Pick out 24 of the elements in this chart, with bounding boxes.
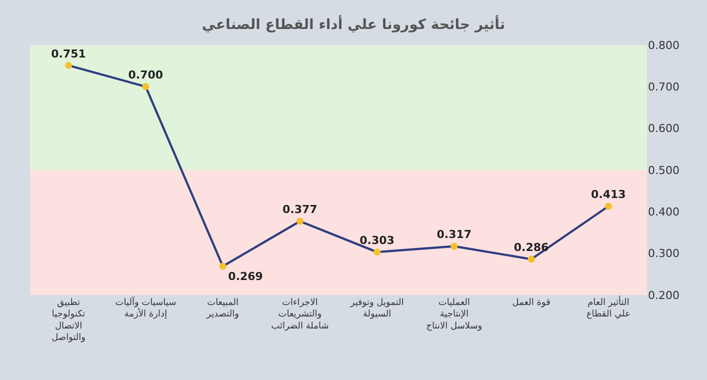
data-label: 0.377 xyxy=(282,203,318,216)
data-label: 0.303 xyxy=(360,234,394,247)
data-label: 0.751 xyxy=(51,47,86,60)
data-label: 0.317 xyxy=(436,228,472,242)
x-tick-label: العمليات الإنتاجية وسلاسل الانتاج xyxy=(426,298,482,332)
x-tick-label: تطبيق تكنولوجيا الاتصال والتواصل xyxy=(52,298,86,344)
x-tick-label: سياسيات وآليات إدارة الأزمة xyxy=(115,296,176,320)
x-tick-label: الاجراءات والتشريعات شاملة الضرائب xyxy=(271,298,329,332)
x-tick-label: قوة العمل xyxy=(512,298,550,308)
data-label: 0.700 xyxy=(128,68,164,82)
data-label: 0.286 xyxy=(514,241,550,254)
data-label: 0.269 xyxy=(228,270,263,283)
y-tick-label: 0.700 xyxy=(648,80,680,94)
x-tick-label: المبيعات والتصدير xyxy=(206,298,239,320)
x-tick-label: التأثير العام علي القطاع xyxy=(586,295,630,320)
data-label: 0.413 xyxy=(591,188,626,202)
x-tick-label: التمويل وتوفير السيولة xyxy=(349,298,404,320)
chart-title: تأثير جائحة كورونا علي أداء القطاع الصناعي xyxy=(202,14,506,33)
y-tick-label: 0.800 xyxy=(648,38,680,52)
y-tick-label: 0.600 xyxy=(648,122,680,136)
y-tick-label: 0.300 xyxy=(648,247,680,260)
y-tick-label: 0.500 xyxy=(648,164,680,177)
y-tick-label: 0.400 xyxy=(648,206,680,219)
y-tick-label: 0.200 xyxy=(648,288,680,302)
